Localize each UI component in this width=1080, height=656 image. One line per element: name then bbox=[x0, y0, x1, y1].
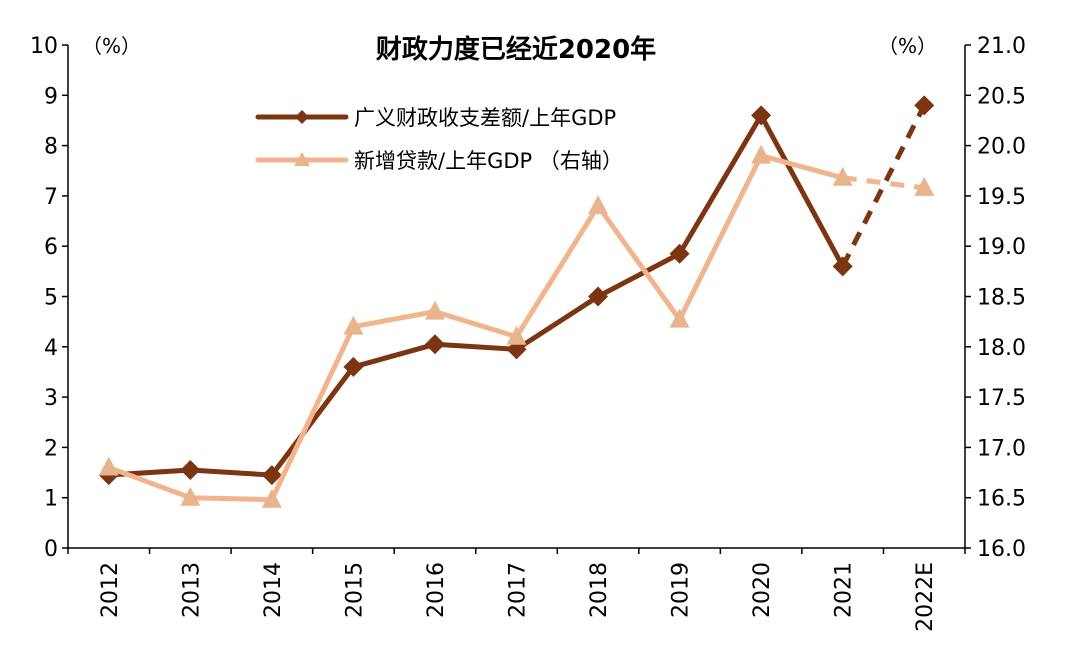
right-tick-label: 18.0 bbox=[977, 336, 1026, 361]
legend-marker-2 bbox=[294, 152, 310, 166]
series-2-point bbox=[669, 308, 690, 328]
legend-label-2: 新增贷款/上年GDP （右轴） bbox=[354, 149, 623, 173]
series-2-point bbox=[98, 456, 119, 476]
series-1-point bbox=[832, 256, 853, 277]
left-tick-label: 3 bbox=[44, 386, 58, 411]
x-tick-label: 2016 bbox=[424, 562, 449, 618]
x-tick-label: 2020 bbox=[750, 562, 775, 618]
series-1-point bbox=[751, 105, 772, 126]
series-1-point bbox=[424, 334, 445, 355]
series-1-point bbox=[343, 356, 364, 377]
right-axis-unit: （%） bbox=[878, 34, 937, 58]
series-2-point bbox=[588, 194, 609, 214]
series-2-point bbox=[751, 144, 772, 164]
legend: 广义财政收支差额/上年GDP 新增贷款/上年GDP （右轴） bbox=[255, 106, 623, 173]
series-1-point bbox=[180, 460, 201, 481]
x-tick-label: 2019 bbox=[669, 562, 694, 618]
right-tick-label: 18.5 bbox=[977, 286, 1026, 311]
series-1-point bbox=[261, 465, 282, 486]
left-tick-label: 0 bbox=[44, 537, 58, 562]
series-1-point bbox=[669, 243, 690, 264]
series-2-point bbox=[424, 300, 445, 320]
right-tick-label: 17.0 bbox=[977, 436, 1026, 461]
series-2-point bbox=[261, 488, 282, 508]
left-tick-label: 9 bbox=[44, 84, 58, 109]
legend-marker-1 bbox=[295, 110, 309, 124]
left-tick-label: 4 bbox=[44, 336, 58, 361]
x-tick-label: 2015 bbox=[342, 562, 367, 618]
left-tick-label: 2 bbox=[44, 436, 58, 461]
x-tick-label: 2022E bbox=[913, 562, 938, 632]
x-tick-label: 2018 bbox=[587, 562, 612, 618]
series-group bbox=[98, 95, 935, 508]
right-tick-label: 16.0 bbox=[977, 537, 1026, 562]
right-ticks: 16.0 16.5 17.0 17.5 18.0 18.5 19.0 19.5 20.0 20.5… bbox=[965, 34, 1026, 562]
right-tick-label: 20.0 bbox=[977, 135, 1026, 160]
series-line-2-dashed bbox=[842, 175, 925, 191]
series-line-1-dashed bbox=[840, 104, 927, 268]
series-line-1 bbox=[106, 112, 846, 478]
legend-label-1: 广义财政收支差额/上年GDP bbox=[354, 106, 616, 130]
right-tick-label: 19.5 bbox=[977, 185, 1026, 210]
left-tick-label: 10 bbox=[30, 34, 58, 59]
x-tick-label: 2014 bbox=[261, 562, 286, 618]
left-tick-label: 1 bbox=[44, 487, 58, 512]
left-ticks: 0 1 2 3 4 5 6 7 8 9 10 bbox=[30, 34, 68, 562]
right-tick-label: 20.5 bbox=[977, 84, 1026, 109]
series-2-point bbox=[914, 176, 935, 196]
right-tick-label: 16.5 bbox=[977, 487, 1026, 512]
left-tick-label: 6 bbox=[44, 235, 58, 260]
x-tick-label: 2012 bbox=[98, 562, 123, 618]
series-line-2 bbox=[106, 153, 846, 503]
x-tick-label: 2021 bbox=[832, 562, 857, 618]
left-tick-label: 8 bbox=[44, 135, 58, 160]
x-ticks: 2012 2013 2014 2015 2016 2017 2018 2019 2020 2021… bbox=[67, 548, 966, 632]
left-axis-unit: （%） bbox=[82, 34, 141, 58]
right-tick-label: 17.5 bbox=[977, 386, 1026, 411]
right-tick-label: 21.0 bbox=[977, 34, 1026, 59]
x-tick-label: 2013 bbox=[179, 562, 204, 618]
series-1-point bbox=[914, 95, 935, 116]
series-2-point bbox=[506, 325, 527, 345]
series-1-point bbox=[588, 286, 609, 307]
left-tick-label: 5 bbox=[44, 286, 58, 311]
series-2-point bbox=[180, 486, 201, 506]
chart-title: 财政力度已经近2020年 bbox=[376, 34, 656, 65]
left-tick-label: 7 bbox=[44, 185, 58, 210]
x-tick-label: 2017 bbox=[506, 562, 531, 618]
series-2-point bbox=[832, 166, 853, 186]
series-2-point bbox=[343, 315, 364, 335]
right-tick-label: 19.0 bbox=[977, 235, 1026, 260]
